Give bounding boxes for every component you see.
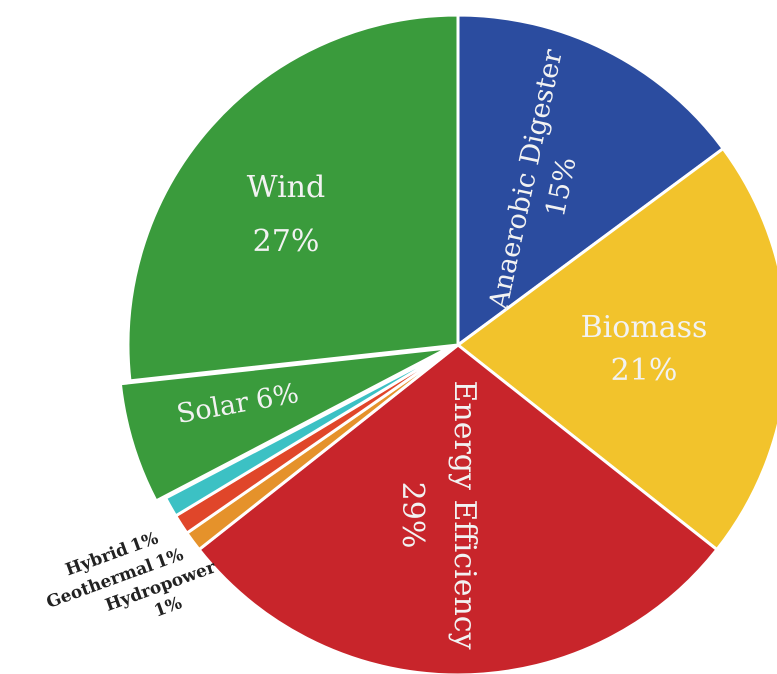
slice-solar xyxy=(118,346,450,503)
value-wind: 27% xyxy=(253,224,320,259)
slice-biomass xyxy=(456,147,777,552)
value-energy-efficiency: 29% xyxy=(395,482,430,549)
value-solar: 6% xyxy=(254,378,302,416)
pie-slices xyxy=(118,13,777,674)
group-energy-efficiency: Energy Efficiency 29% xyxy=(395,380,482,649)
label-energy-efficiency: Energy Efficiency xyxy=(447,380,482,649)
slice-hybrid xyxy=(164,343,460,518)
slice-anaerobic-digester xyxy=(456,13,725,347)
label-biomass: Biomass xyxy=(581,310,708,345)
slice-wind xyxy=(126,13,460,383)
slice-energy-efficiency xyxy=(197,343,719,674)
label-wind: Wind xyxy=(247,170,325,205)
value-biomass: 21% xyxy=(611,353,678,388)
